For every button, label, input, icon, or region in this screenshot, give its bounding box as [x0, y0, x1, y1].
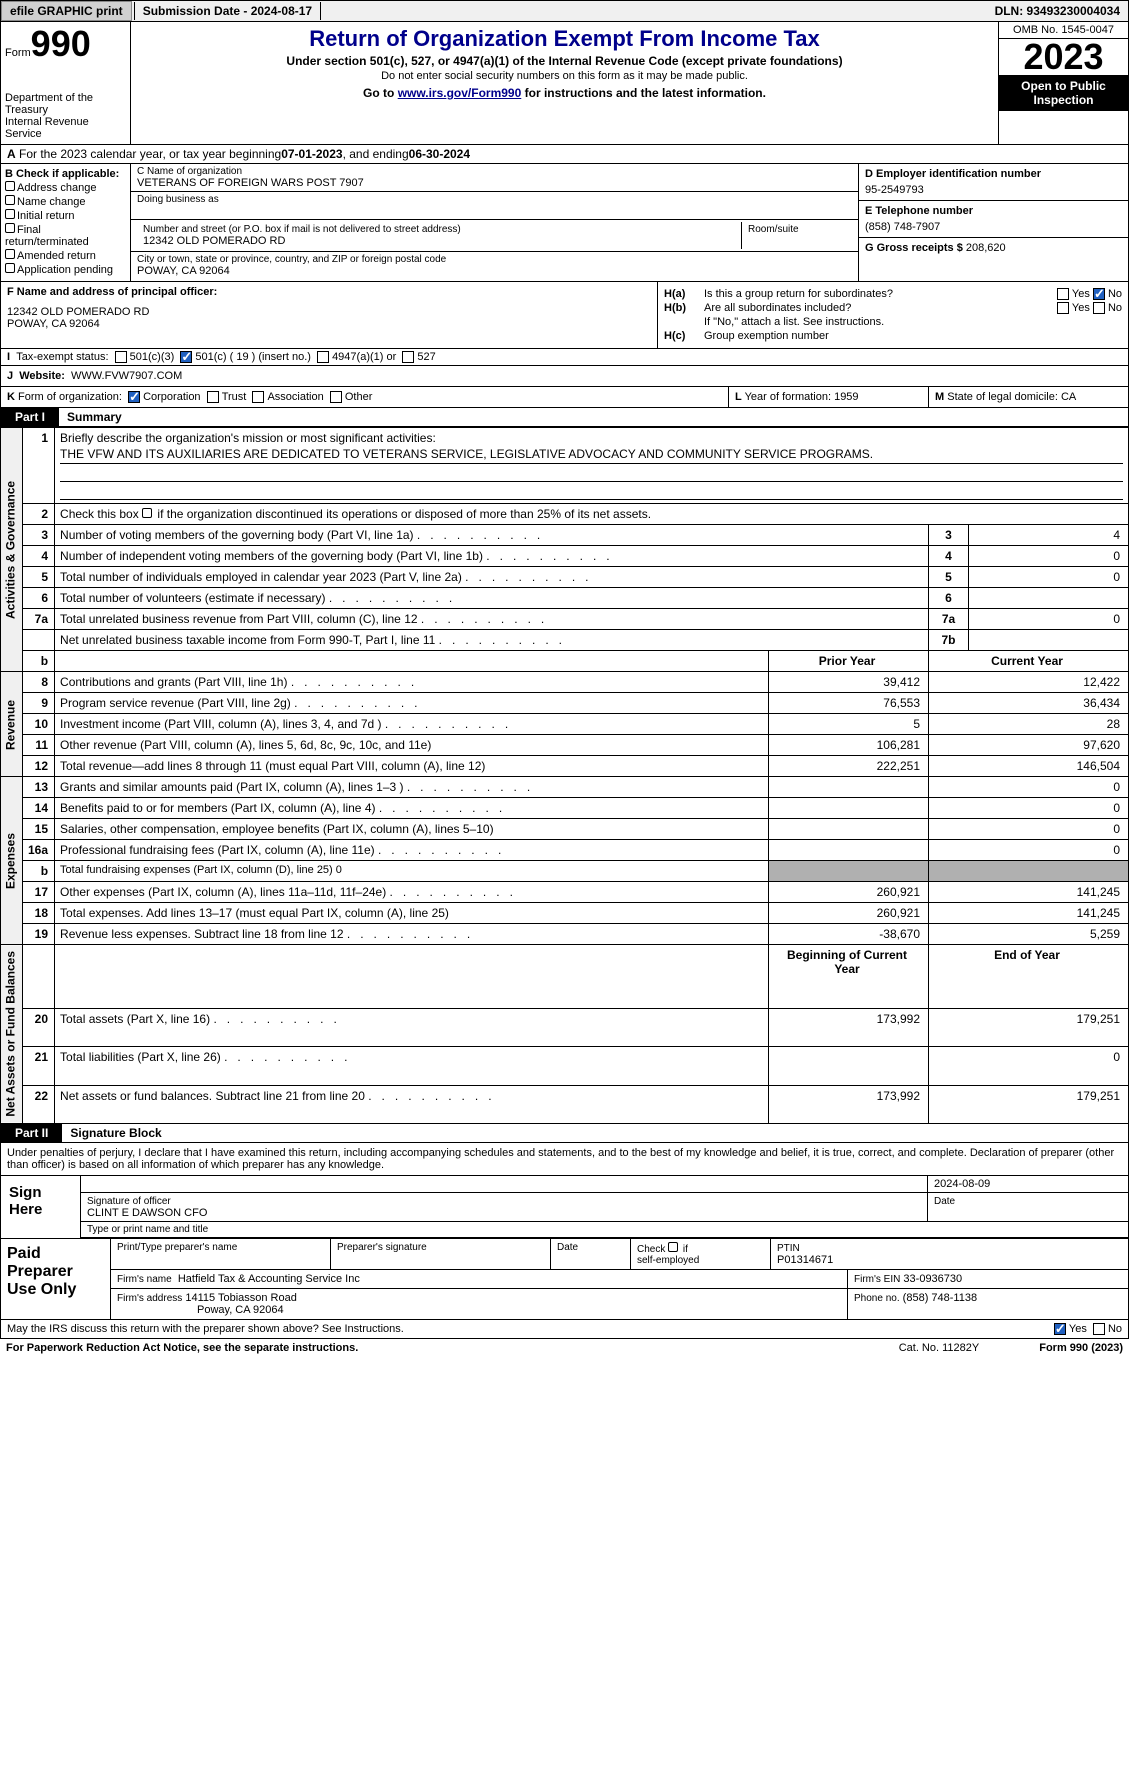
dln: DLN: 93493230004034 [987, 2, 1128, 20]
signature-intro: Under penalties of perjury, I declare th… [0, 1143, 1129, 1176]
form-subtitle-1: Under section 501(c), 527, or 4947(a)(1)… [135, 54, 994, 68]
form-header: Form990 Department of the Treasury Inter… [0, 22, 1129, 145]
side-label-revenue: Revenue [1, 672, 23, 777]
box-k-l-m: K Form of organization: Corporation Trus… [0, 387, 1129, 408]
side-label-netassets: Net Assets or Fund Balances [1, 945, 23, 1124]
irs-link[interactable]: www.irs.gov/Form990 [398, 86, 522, 100]
top-bar: efile GRAPHIC print Submission Date - 20… [0, 0, 1129, 22]
tax-year: 2023 [999, 39, 1128, 75]
box-c: C Name of organizationVETERANS OF FOREIG… [131, 164, 858, 281]
box-j: J Website: WWW.FVW7907.COM [0, 366, 1129, 387]
efile-button[interactable]: efile GRAPHIC print [1, 1, 132, 21]
checkbox-checked-icon [1093, 288, 1105, 300]
checkbox-checked-icon [180, 351, 192, 363]
box-d-e-g: D Employer identification number95-25497… [858, 164, 1128, 281]
side-label-governance: Activities & Governance [1, 428, 23, 672]
side-label-expenses: Expenses [1, 777, 23, 945]
form-title: Return of Organization Exempt From Incom… [135, 26, 994, 52]
box-f: F Name and address of principal officer:… [1, 282, 658, 348]
section-b-c-d: B Check if applicable: Address change Na… [0, 164, 1129, 282]
summary-table: Activities & Governance 1 Briefly descri… [0, 427, 1129, 1124]
checkbox-checked-icon [128, 391, 140, 403]
discuss-row: May the IRS discuss this return with the… [0, 1320, 1129, 1339]
box-h: H(a)Is this a group return for subordina… [658, 282, 1128, 348]
mission-text: THE VFW AND ITS AUXILIARIES ARE DEDICATE… [60, 445, 1123, 464]
form-subtitle-2: Do not enter social security numbers on … [135, 70, 994, 82]
part-1-header: Part I Summary [0, 408, 1129, 427]
submission-date: Submission Date - 2024-08-17 [134, 2, 321, 20]
sign-here: Sign Here 2024-08-09 Signature of office… [0, 1176, 1129, 1239]
part-2-header: Part II Signature Block [0, 1124, 1129, 1143]
public-inspection: Open to Public Inspection [999, 75, 1128, 111]
form-subtitle-3: Go to www.irs.gov/Form990 for instructio… [135, 86, 994, 100]
paid-preparer: Paid Preparer Use Only Print/Type prepar… [0, 1239, 1129, 1320]
line-a: A For the 2023 calendar year, or tax yea… [0, 145, 1129, 164]
dept-treasury: Department of the Treasury Internal Reve… [5, 92, 126, 140]
form-word: Form [5, 47, 31, 59]
section-f-h: F Name and address of principal officer:… [0, 282, 1129, 349]
box-i: I Tax-exempt status: 501(c)(3) 501(c) ( … [0, 349, 1129, 366]
box-b: B Check if applicable: Address change Na… [1, 164, 131, 281]
page-footer: For Paperwork Reduction Act Notice, see … [0, 1339, 1129, 1357]
checkbox-checked-icon [1054, 1323, 1066, 1335]
form-number: 990 [31, 23, 91, 64]
